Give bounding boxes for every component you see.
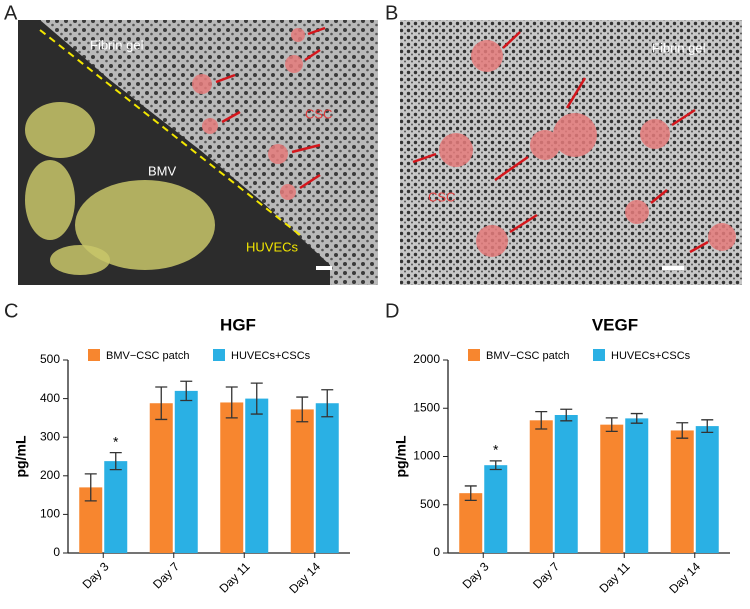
error-bar [225,386,238,419]
x-tick-label: Day 7 [530,559,562,591]
legend-swatch [213,349,225,361]
bar [174,390,198,553]
bar [315,403,339,553]
bar [245,398,269,553]
bar [529,420,553,553]
label-csc: CSC [305,106,332,121]
label-fibrin: Fibrin gel [90,37,144,52]
bar [459,493,483,553]
y-tick-label: 0 [53,545,60,559]
error-bar [630,412,643,424]
error-bar [701,419,714,434]
error-bar [535,410,548,430]
bar [670,430,694,553]
bar [79,487,103,553]
x-tick-label: Day 11 [596,559,632,595]
x-tick-label: Day 14 [286,559,323,596]
y-tick-label: 500 [420,497,440,511]
y-tick-label: 500 [40,352,60,366]
y-axis-label: pg/mL [13,435,29,477]
panel-label: D [385,300,399,322]
y-tick-label: 0 [433,545,440,559]
y-tick-label: 300 [40,429,60,443]
y-tick-label: 1000 [413,449,440,463]
micrograph-a: Fibrin gel CSC BMV HUVECs [18,20,378,285]
micrograph-b: Fibrin gel CSC [400,20,742,285]
label-csc: CSC [428,189,455,204]
error-bar [250,382,263,415]
panel-label: C [4,300,18,322]
bar [220,402,244,553]
label-bmv: BMV [148,163,177,178]
panel-label: A [4,2,18,24]
error-bar [109,451,122,471]
error-bar [605,417,618,433]
legend-label: BMV−CSC patch [486,350,569,362]
error-bar [180,380,193,402]
x-tick-label: Day 3 [80,559,112,591]
legend-label: BMV−CSC patch [106,350,189,362]
error-bar [676,422,689,439]
bar [695,426,719,553]
significance: * [493,442,499,458]
bar [104,461,128,553]
legend-swatch [88,349,100,361]
bar [625,418,649,553]
error-bar [296,396,309,423]
label-huvecs: HUVECs [246,239,299,254]
bar [554,415,578,553]
legend-label: HUVECs+CSCs [231,350,311,362]
legend-swatch [593,349,605,361]
x-tick-label: Day 3 [460,559,492,591]
label-fibrin: Fibrin gel [652,40,706,55]
error-bar [155,386,168,421]
y-axis-label: pg/mL [393,435,409,477]
error-bar [489,460,502,471]
x-tick-label: Day 7 [150,559,182,591]
error-bar [84,473,97,502]
y-tick-label: 2000 [413,352,440,366]
x-tick-label: Day 11 [216,559,252,595]
bar [290,409,314,553]
chart-title: VEGF [592,315,638,334]
y-tick-label: 200 [40,468,60,482]
y-tick-label: 100 [40,507,60,521]
bar [484,465,508,553]
error-bar [464,485,477,502]
x-tick-label: Day 14 [666,559,703,596]
significance: * [113,433,119,449]
panel-label: B [385,2,398,24]
legend-swatch [468,349,480,361]
bar [149,403,173,553]
error-bar [321,389,334,418]
y-tick-label: 1500 [413,400,440,414]
chart-title: HGF [220,315,256,334]
y-tick-label: 400 [40,391,60,405]
legend-label: HUVECs+CSCs [611,350,691,362]
error-bar [560,408,573,422]
bar [600,424,624,553]
